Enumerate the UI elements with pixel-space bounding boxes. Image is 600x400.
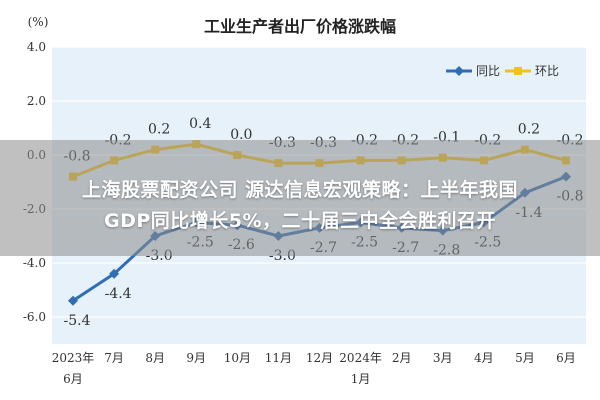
x-tick-label: 12月 [306,351,333,365]
x-tick-label: 4月 [474,351,494,365]
legend-label-mom: 环比 [535,64,559,78]
y-tick-label: 2.0 [27,94,46,108]
x-tick-label-line2: 6月 [63,372,83,386]
x-tick-label: 8月 [145,351,165,365]
article-title-overlay[interactable]: 上海股票配资公司 源达信息宏观策略：上半年我国 GDP同比增长5%，二十届三中全… [0,140,600,256]
data-label-yoy: -5.4 [64,313,91,329]
chart-legend: 同比 环比 [446,64,559,78]
x-tick-label-line2: 1月 [351,372,371,386]
data-label-mom: 0.0 [230,127,252,143]
data-label-mom: 0.4 [189,116,211,132]
legend-marker-mom [514,67,522,75]
y-axis-unit-label: (%) [28,15,49,29]
x-tick-label: 7月 [104,351,124,365]
x-axis-ticks: 2023年 6月 7月 8月 9月 10月 11月 12月 2024年 1月 2月 3月 4月 5月 6月 [52,351,576,386]
x-tick-label: 10月 [224,351,251,365]
y-tick-label: -6.0 [23,310,46,324]
y-tick-label: 4.0 [27,40,46,54]
data-label-mom: 0.2 [148,122,170,138]
x-tick-label: 6月 [556,351,576,365]
overlay-title-line-2[interactable]: GDP同比增长5%，二十届三中全会胜利召开 [103,210,497,232]
x-tick-label: 2024年 [339,351,382,365]
x-tick-label: 2023年 [52,351,95,365]
data-label-yoy: -4.4 [105,286,132,302]
legend-label-yoy: 同比 [476,64,500,78]
y-tick-label: -4.0 [23,256,46,270]
data-point-yoy [68,295,78,306]
data-point-yoy [109,268,120,279]
x-tick-label: 3月 [433,351,453,365]
legend-marker-yoy [454,66,464,76]
x-tick-label: 2月 [392,351,412,365]
x-tick-label: 11月 [265,351,292,365]
data-label-mom: 0.2 [518,122,540,138]
x-tick-label: 5月 [515,351,535,365]
overlay-title-line-1[interactable]: 上海股票配资公司 源达信息宏观策略：上半年我国 [81,179,519,201]
chart-title: 工业生产者出厂价格涨跌幅 [204,17,396,36]
x-tick-label: 9月 [186,351,206,365]
